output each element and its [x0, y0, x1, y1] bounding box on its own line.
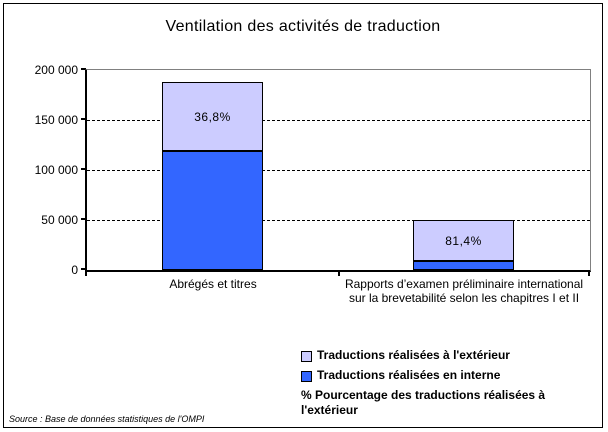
chart-frame: Ventilation des activités de traduction … — [3, 3, 603, 428]
bar-percent-label: 36,8% — [194, 109, 231, 124]
legend-percent-note: % Pourcentage des traductions réalisées … — [301, 388, 546, 417]
bar-segment-interne — [413, 261, 514, 270]
legend-item-interne: Traductions réalisées en interne — [301, 368, 563, 383]
gridline — [87, 220, 590, 221]
gridline — [87, 120, 590, 121]
source-note: Source : Base de données statistiques de… — [9, 414, 205, 424]
y-axis-tick-label: 0 — [71, 263, 78, 277]
y-axis-tick-label: 50 000 — [41, 213, 78, 227]
bar-abreges-et-titres: 36,8% — [162, 82, 263, 270]
legend-label: Traductions réalisées à l'extérieur — [317, 348, 510, 362]
legend: Traductions réalisées à l'extérieur Trad… — [301, 348, 563, 418]
legend-swatch-exterieur — [301, 351, 312, 362]
plot-area: 36,8% 81,4% — [85, 69, 591, 272]
y-axis-tick — [81, 118, 86, 120]
y-axis-tick — [81, 268, 86, 270]
y-axis-tick-label: 150 000 — [34, 113, 78, 127]
bar-percent-label: 81,4% — [445, 233, 482, 248]
y-axis-tick-label: 100 000 — [34, 163, 78, 177]
y-axis-tick — [81, 68, 86, 70]
legend-item-exterieur: Traductions réalisées à l'extérieur — [301, 348, 563, 363]
y-axis-tick-label: 200 000 — [34, 63, 78, 77]
bar-segment-interne — [162, 151, 263, 270]
bar-segment-exterieur: 81,4% — [413, 220, 514, 261]
chart-title: Ventilation des activités de traduction — [165, 18, 441, 35]
x-axis-tick — [588, 271, 590, 276]
x-axis-tick — [338, 271, 340, 276]
x-axis-category-label: Abrégés et titres — [169, 277, 257, 291]
legend-label: Traductions réalisées en interne — [317, 368, 501, 382]
x-axis-category-label: Rapports d’examen préliminaire internati… — [344, 277, 584, 305]
bar-segment-exterieur: 36,8% — [162, 82, 263, 151]
y-axis-tick — [81, 168, 86, 170]
legend-swatch-interne — [301, 371, 312, 382]
gridline — [87, 170, 590, 171]
x-axis-tick — [85, 271, 87, 276]
y-axis-tick — [81, 218, 86, 220]
bar-rapports-examen: 81,4% — [413, 220, 514, 270]
